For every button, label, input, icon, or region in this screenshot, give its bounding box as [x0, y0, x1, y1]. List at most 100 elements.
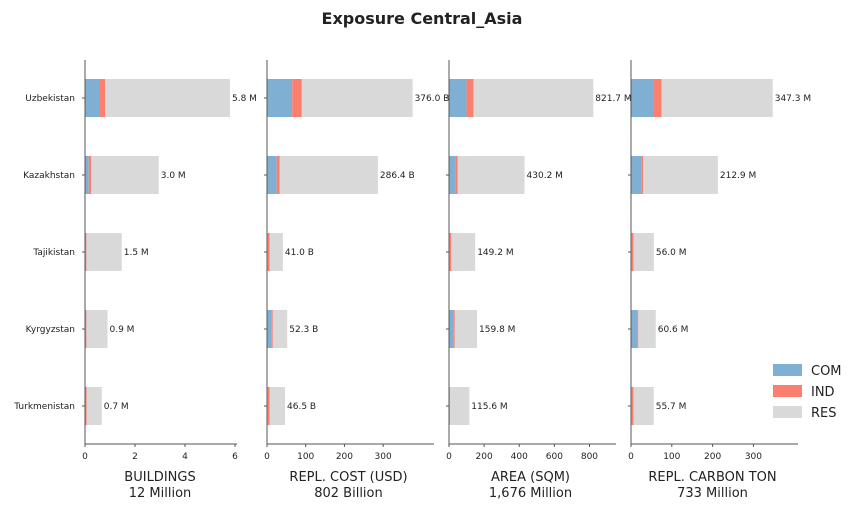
bar-com-uzbekistan [631, 79, 654, 117]
bar-ind-kazakhstan [276, 156, 280, 194]
bar-ind-kyrgyzstan [86, 310, 87, 348]
bar-ind-turkmenistan [267, 387, 270, 425]
bar-ind-tajikistan [86, 233, 87, 271]
bar-res-turkmenistan [633, 387, 654, 425]
bar-ind-tajikistan [267, 233, 270, 271]
x-tick-label: 400 [511, 452, 528, 462]
data-label-tajikistan: 41.0 B [285, 248, 314, 258]
data-label-kyrgyzstan: 159.8 M [479, 325, 515, 335]
x-axis-label: AREA (SQM) [491, 470, 570, 485]
x-axis-sublabel: 12 Million [129, 486, 192, 501]
bar-com-kazakhstan [267, 156, 277, 194]
data-label-kyrgyzstan: 52.3 B [289, 325, 318, 335]
data-label-uzbekistan: 821.7 M [595, 94, 631, 104]
data-label-uzbekistan: 376.0 B [415, 94, 450, 104]
legend-label-res: RES [811, 406, 837, 421]
data-label-turkmenistan: 55.7 M [656, 402, 687, 412]
x-tick-label: 200 [336, 452, 353, 462]
bar-ind-turkmenistan [449, 387, 450, 425]
x-tick-label: 0 [82, 452, 88, 462]
bar-ind-kyrgyzstan [453, 310, 455, 348]
x-tick-label: 600 [546, 452, 563, 462]
data-label-turkmenistan: 46.5 B [287, 402, 316, 412]
x-axis-sublabel: 733 Million [677, 486, 748, 501]
panel-3: 821.7 M 430.2 M 149.2 M 159.8 M 115.6 M 0 200 4… [446, 60, 632, 501]
x-tick-label: 2 [132, 452, 138, 462]
x-tick-label: 100 [297, 452, 314, 462]
chart-title: Exposure Central_Asia [322, 9, 523, 28]
bar-com-kazakhstan [449, 156, 456, 194]
bar-res-tajikistan [633, 233, 654, 271]
bar-com-uzbekistan [85, 79, 100, 117]
bar-com-uzbekistan [267, 79, 293, 117]
bar-res-kyrgyzstan [638, 310, 656, 348]
x-tick-label: 0 [628, 452, 634, 462]
bar-ind-turkmenistan [631, 387, 634, 425]
x-tick-label: 300 [375, 452, 392, 462]
bar-ind-uzbekistan [466, 79, 474, 117]
x-tick-label: 800 [581, 452, 598, 462]
bar-res-kyrgyzstan [86, 310, 108, 348]
legend-label-ind: IND [811, 385, 835, 400]
x-tick-label: 0 [264, 452, 270, 462]
data-label-kyrgyzstan: 60.6 M [658, 325, 689, 335]
bar-res-uzbekistan [301, 79, 413, 117]
x-axis-label: REPL. COST (USD) [289, 470, 407, 485]
bar-com-kazakhstan [85, 156, 89, 194]
category-label-kazakhstan: Kazakhstan [23, 171, 75, 181]
panel-4: 347.3 M 212.9 M 56.0 M 60.6 M 55.7 M 0 100 200 3… [628, 60, 811, 501]
panel-2: 376.0 B 286.4 B 41.0 B 52.3 B 46.5 B 0 100 200 3… [264, 60, 449, 501]
bar-res-tajikistan [86, 233, 122, 271]
x-tick-label: 100 [663, 452, 680, 462]
bar-ind-uzbekistan [653, 79, 662, 117]
category-label-tajikistan: Tajikistan [32, 248, 75, 258]
bar-res-uzbekistan [105, 79, 230, 117]
bar-res-uzbekistan [661, 79, 773, 117]
bar-ind-tajikistan [449, 233, 452, 271]
data-label-kazakhstan: 430.2 M [527, 171, 563, 181]
bar-ind-kazakhstan [641, 156, 644, 194]
bar-ind-turkmenistan [85, 387, 87, 425]
category-label-turkmenistan: Turkmenistan [13, 402, 75, 412]
data-label-tajikistan: 56.0 M [656, 248, 687, 258]
data-label-turkmenistan: 115.6 M [471, 402, 507, 412]
category-label-uzbekistan: Uzbekistan [25, 94, 75, 104]
bar-res-turkmenistan [86, 387, 102, 425]
bar-ind-kazakhstan [455, 156, 458, 194]
bar-res-kazakhstan [643, 156, 718, 194]
data-label-kazakhstan: 212.9 M [720, 171, 756, 181]
x-tick-label: 200 [476, 452, 493, 462]
panel-1: 5.8 M 3.0 M 1.5 M 0.9 M 0.7 M Uzbekistan Kazak… [13, 60, 257, 501]
bar-res-kazakhstan [279, 156, 378, 194]
bar-res-kyrgyzstan [454, 310, 478, 348]
x-axis-sublabel: 1,676 Million [489, 486, 572, 501]
chart-legend: COM IND RES [773, 364, 842, 421]
bar-ind-kazakhstan [88, 156, 92, 194]
legend-swatch-res [773, 406, 802, 418]
bar-ind-uzbekistan [100, 79, 105, 117]
bar-res-turkmenistan [269, 387, 286, 425]
bar-res-kyrgyzstan [272, 310, 288, 348]
bar-ind-uzbekistan [292, 79, 302, 117]
bar-res-kazakhstan [457, 156, 525, 194]
bar-com-uzbekistan [449, 79, 467, 117]
legend-swatch-ind [773, 385, 802, 397]
bar-com-kyrgyzstan [449, 310, 454, 348]
data-label-turkmenistan: 0.7 M [104, 402, 129, 412]
bar-com-kazakhstan [631, 156, 642, 194]
data-label-uzbekistan: 347.3 M [775, 94, 811, 104]
x-tick-label: 4 [182, 452, 188, 462]
data-label-kyrgyzstan: 0.9 M [110, 325, 135, 335]
bar-com-kyrgyzstan [85, 310, 87, 348]
x-axis-label: REPL. CARBON TON [648, 470, 776, 485]
bar-res-kazakhstan [91, 156, 159, 194]
bar-com-tajikistan [85, 233, 87, 271]
bar-res-tajikistan [269, 233, 283, 271]
x-axis-label: BUILDINGS [124, 470, 195, 485]
data-label-kazakhstan: 286.4 B [380, 171, 415, 181]
bar-com-kyrgyzstan [267, 310, 272, 348]
data-label-tajikistan: 149.2 M [477, 248, 513, 258]
legend-label-com: COM [811, 364, 842, 379]
bar-res-tajikistan [451, 233, 476, 271]
